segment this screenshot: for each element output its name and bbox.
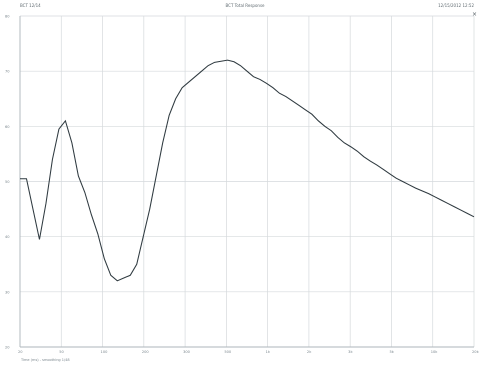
grid-layer <box>19 15 475 348</box>
x-tick-label: 2k <box>307 350 312 354</box>
header-right-text: 12/15/2012 12:52 <box>438 3 474 8</box>
x-tick-label: 300 <box>183 350 191 354</box>
x-tick-label: 100 <box>101 350 109 354</box>
y-tick-label: 60 <box>5 125 10 129</box>
tick-labels: 20 50 100 200 300 500 1k 2k 3k 5k 10k 20k 20 30 40 50 60… <box>5 15 479 355</box>
x-tick-label: 50 <box>59 350 64 354</box>
header-left-text: BCT 12/14 <box>20 3 41 8</box>
x-tick-label: 20k <box>472 350 479 354</box>
x-tick-label: 200 <box>142 350 150 354</box>
x-tick-label: 3k <box>348 350 353 354</box>
axis-layer <box>19 16 474 348</box>
response-curve <box>20 59 475 282</box>
close-icon[interactable]: × <box>472 11 478 18</box>
footer-note: Time (ms) - smoothing 1/48 <box>21 358 70 362</box>
x-tick-label: 5k <box>389 350 394 354</box>
window-header: BCT 12/14 BCT Total Response 12/15/2012 … <box>0 0 479 16</box>
x-tick-label: 1k <box>266 350 271 354</box>
chart-title-text: BCT Total Response <box>225 3 265 8</box>
y-tick-label: 70 <box>5 70 10 74</box>
y-tick-label: 50 <box>5 180 10 184</box>
y-tick-label: 80 <box>5 15 10 19</box>
x-tick-label: 500 <box>224 350 232 354</box>
y-tick-label: 40 <box>5 235 10 239</box>
y-tick-label: 30 <box>5 290 10 294</box>
x-tick-label: 10k <box>431 350 439 354</box>
x-tick-label: 20 <box>18 350 23 354</box>
y-tick-label: 20 <box>5 346 10 350</box>
